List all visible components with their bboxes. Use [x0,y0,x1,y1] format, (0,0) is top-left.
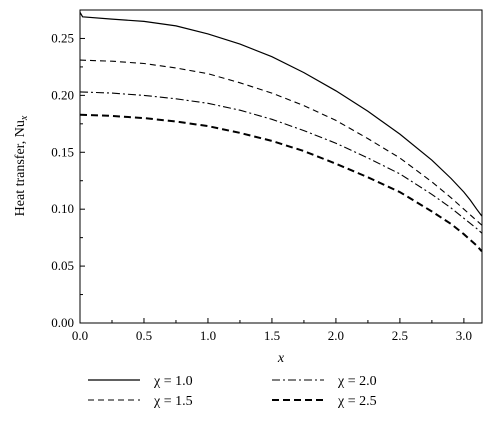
x-tick-label: 3.0 [456,328,472,343]
y-axis-label-subscript: x [19,115,30,121]
x-tick-label: 2.0 [328,328,344,343]
y-tick-label: 0.10 [51,201,74,216]
series-line-2 [79,59,483,226]
y-tick-label: 0.25 [51,30,74,45]
series-line-3 [79,91,483,234]
y-tick-label: 0.20 [51,87,74,102]
y-tick-label: 0.00 [51,315,74,330]
y-tick-label: 0.15 [51,144,74,159]
plot-lines [79,11,483,252]
plot-frame [79,9,483,324]
y-tick-label: 0.05 [51,258,74,273]
series-line-1 [79,11,483,217]
x-ticks: 0.0 0.5 1.0 1.5 2.0 2.5 3.0 [72,318,472,343]
y-axis-label-main: Heat transfer, Nu [13,120,28,216]
x-tick-label: 2.5 [392,328,408,343]
x-tick-label: 0.0 [72,328,88,343]
legend-label: χ = 2.0 [337,374,377,389]
x-tick-label: 1.5 [264,328,280,343]
legend-label: χ = 1.0 [153,374,193,389]
legend-label: χ = 1.5 [153,394,193,409]
legend: χ = 1.0 χ = 1.5 χ = 2.0 χ = 2.5 [88,374,377,409]
x-tick-label: 0.5 [136,328,152,343]
legend-label: χ = 2.5 [337,394,377,409]
y-axis-label: Heat transfer, Nux [13,115,30,216]
x-tick-label: 1.0 [200,328,216,343]
x-axis-label: x [277,351,285,366]
series-line-4 [79,113,483,252]
y-ticks: 0.00 0.05 0.10 0.15 0.20 0.25 [51,30,85,330]
